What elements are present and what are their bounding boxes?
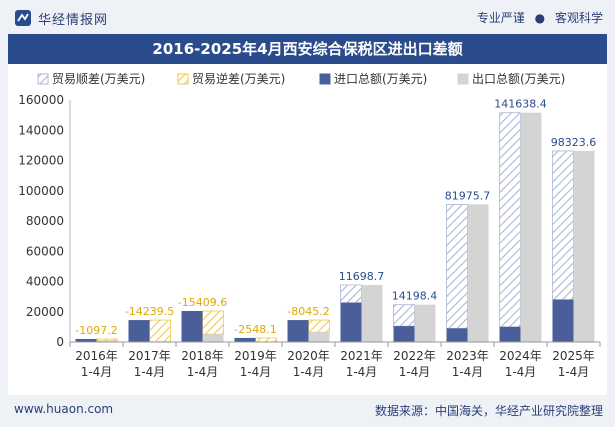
x-tick-label: 1-4月 [505,365,537,379]
footer-url[interactable]: www.huaon.com [14,402,114,416]
x-tick-label: 2024年 [499,349,542,363]
x-tick-label: 2023年 [446,349,489,363]
export-bar [414,304,436,342]
data-label: 81975.7 [445,189,491,202]
data-label: -8045.2 [287,305,329,318]
surplus-bar [499,112,521,328]
y-tick-label: 160000 [18,93,64,107]
tagline-left: 专业严谨 [476,11,525,25]
footer: www.huaon.com 数据来源：中国海关，华经产业研究院整理 [0,395,615,427]
legend-swatch-3 [457,73,469,85]
legend: 贸易顺差(万美元) 贸易逆差(万美元) 进口总额(万美元) 出口总额(万美元) [37,71,565,86]
import-bar [446,328,468,342]
import-bar [181,310,203,342]
data-label: 14198.4 [392,290,438,303]
data-label: -14239.5 [125,305,174,318]
x-tick-label: 2018年 [181,349,224,363]
y-tick-label: 100000 [18,184,64,198]
import-bar [75,338,97,342]
y-tick-label: 40000 [26,275,64,289]
legend-label-0: 贸易顺差(万美元) [52,72,145,86]
data-label: 141638.4 [494,98,547,111]
deficit-bar [202,310,224,335]
x-tick-label: 1-4月 [81,365,113,379]
deficit-bar [308,319,330,333]
import-bar [552,299,574,342]
export-bar [573,150,595,342]
y-axis: 0 20000 40000 60000 80000 100000 120000 140000 1… [18,93,71,349]
import-bar [287,320,309,342]
x-tick-label: 1-4月 [346,365,378,379]
x-axis: 2016年 1-4月 2017年 1-4月 2018年 1-4月 2019年 1-4月 2020… [69,341,601,379]
legend-swatch-0 [37,73,49,85]
legend-label-3: 出口总额(万美元) [472,72,565,86]
legend-swatch-2 [319,73,331,85]
y-tick-label: 140000 [18,123,64,137]
x-tick-label: 2020年 [287,349,330,363]
deficit-bar [255,337,277,343]
surplus-bar [340,284,362,304]
x-tick-label: 1-4月 [187,365,219,379]
import-bar [340,302,362,342]
plot-area: 贸易顺差(万美元) 贸易逆差(万美元) 进口总额(万美元) 出口总额(万美元) 0 20… [8,64,607,395]
brand-logo-icon [15,10,31,26]
data-label: 11698.7 [339,270,385,283]
x-tick-label: 2017年 [128,349,171,363]
import-bar [128,320,150,342]
x-tick-label: 1-4月 [452,365,484,379]
top-bar: 华经情报网 专业严谨 ● 客观科学 [0,0,615,34]
deficit-bar [96,338,118,342]
x-tick-label: 2019年 [234,349,277,363]
legend-label-2: 进口总额(万美元) [334,72,427,86]
brand[interactable]: 华经情报网 [14,8,108,28]
x-tick-label: 1-4月 [558,365,590,379]
chart-svg: 贸易顺差(万美元) 贸易逆差(万美元) 进口总额(万美元) 出口总额(万美元) 0 20… [18,71,601,379]
surplus-bar [446,203,468,329]
legend-label-1: 贸易逆差(万美元) [192,71,285,86]
x-tick-label: 2025年 [552,349,595,363]
surplus-bar [552,150,574,301]
x-tick-label: 1-4月 [240,365,272,379]
x-tick-label: 1-4月 [293,365,325,379]
brand-name: 华经情报网 [38,12,109,28]
title-bar: 2016-2025年4月西安综合保税区进出口差额 [8,34,607,64]
export-bar [96,340,118,342]
x-tick-label: 2016年 [75,349,118,363]
export-bar [202,334,224,342]
export-bar [520,112,542,342]
data-label: -2548.1 [234,323,276,336]
import-bar [499,326,521,342]
surplus-bar [393,304,415,327]
y-tick-label: 80000 [26,214,64,228]
x-tick-label: 1-4月 [399,365,431,379]
y-tick-label: 120000 [18,154,64,168]
export-bar [308,332,330,342]
x-tick-label: 2022年 [393,349,436,363]
chart-title: 2016-2025年4月西安综合保税区进出口差额 [152,40,463,58]
x-tick-label: 1-4月 [134,365,166,379]
tagline-right: 客观科学 [554,11,603,25]
data-label: -1097.2 [75,324,117,337]
tagline-separator: ● [534,11,546,25]
x-tick-label: 2021年 [340,349,383,363]
export-bar [467,204,489,342]
footer-source: 数据来源：中国海关，华经产业研究院整理 [374,404,603,418]
y-tick-label: 60000 [26,244,64,258]
y-tick-label: 0 [56,335,64,349]
export-bar [361,284,383,342]
bars: -1097.2 -14239.5 -15409.6 -2548.1 -8045.2 116… [75,98,597,343]
import-bar [234,337,256,342]
import-bar [393,326,415,342]
data-label: 98323.6 [551,136,597,149]
legend-swatch-1 [177,73,189,85]
deficit-bar [149,319,171,343]
y-tick-label: 20000 [26,305,64,319]
tagline: 专业严谨 ● 客观科学 [477,9,603,26]
data-label: -15409.6 [178,296,227,309]
